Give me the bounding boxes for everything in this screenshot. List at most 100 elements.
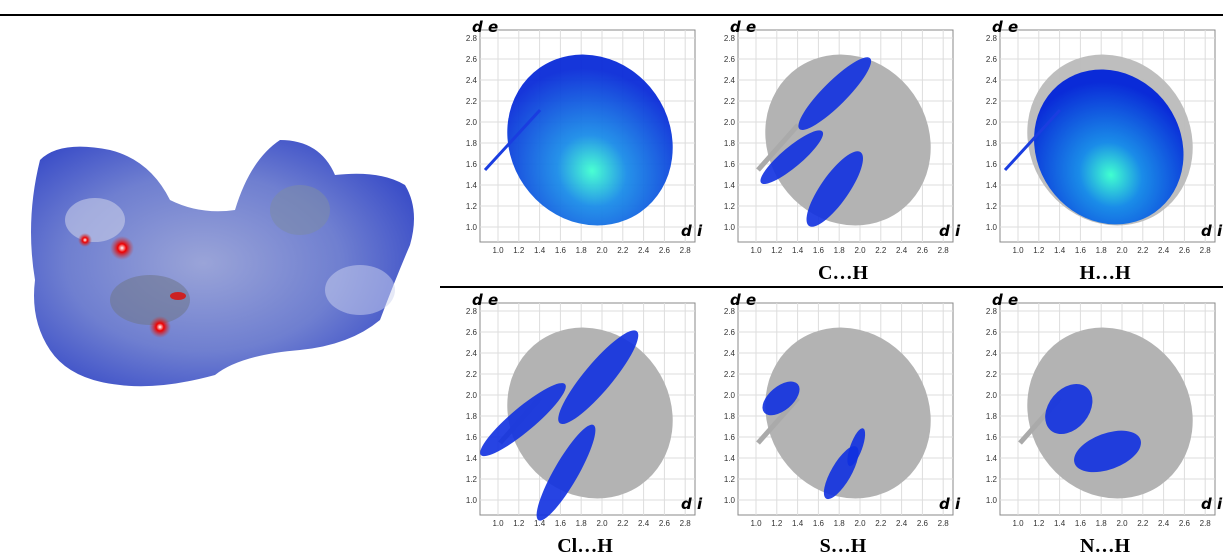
x-tick-label: 2.8: [1200, 246, 1212, 255]
x-tick-label: 1.6: [1075, 519, 1087, 528]
y-tick-label: 1.8: [986, 139, 998, 148]
y-tick-label: 2.0: [466, 391, 478, 400]
x-tick-label: 1.0: [1012, 519, 1024, 528]
x-tick-label: 1.6: [555, 519, 567, 528]
y-tick-label: 1.6: [724, 433, 736, 442]
y-tick-label: 1.8: [466, 139, 478, 148]
y-tick-label: 2.4: [986, 76, 998, 85]
x-tick-label: 1.6: [813, 519, 825, 528]
y-axis-label: d e: [730, 291, 756, 309]
panel-label: H…H: [1079, 262, 1131, 284]
x-tick-label: 2.4: [638, 246, 650, 255]
y-tick-label: 2.0: [724, 391, 736, 400]
x-tick-label: 2.8: [938, 246, 950, 255]
x-tick-label: 1.4: [1054, 519, 1066, 528]
y-tick-label: 2.4: [724, 349, 736, 358]
x-tick-label: 2.8: [680, 246, 692, 255]
x-tick-label: 2.2: [617, 246, 629, 255]
x-tick-label: 2.2: [875, 519, 887, 528]
y-tick-label: 1.2: [724, 202, 736, 211]
x-tick-label: 1.0: [492, 246, 504, 255]
x-axis-label: d i: [681, 495, 703, 513]
x-tick-label: 1.2: [1033, 519, 1045, 528]
x-tick-label: 1.4: [534, 246, 546, 255]
x-tick-label: 1.4: [792, 519, 804, 528]
y-tick-label: 2.6: [466, 328, 478, 337]
y-tick-label: 1.6: [986, 433, 998, 442]
x-tick-label: 2.6: [659, 519, 671, 528]
y-tick-label: 1.6: [724, 160, 736, 169]
y-tick-label: 1.0: [986, 496, 998, 505]
x-tick-label: 2.8: [1200, 519, 1212, 528]
y-tick-label: 2.2: [724, 370, 736, 379]
y-tick-label: 1.2: [466, 202, 478, 211]
x-tick-label: 1.8: [576, 519, 588, 528]
panel-label: N…H: [1080, 535, 1130, 557]
x-tick-label: 2.0: [1116, 519, 1128, 528]
x-tick-label: 2.6: [1179, 519, 1191, 528]
x-tick-label: 1.2: [513, 519, 525, 528]
y-tick-label: 1.2: [724, 475, 736, 484]
x-tick-label: 2.6: [917, 519, 929, 528]
x-tick-label: 1.8: [576, 246, 588, 255]
x-tick-label: 1.8: [1096, 519, 1108, 528]
panel-label: Cl…H: [557, 535, 613, 557]
y-tick-label: 2.2: [466, 370, 478, 379]
fingerprint-plot: 1.01.01.21.21.41.41.61.61.81.82.02.02.22…: [986, 18, 1223, 284]
y-tick-label: 2.6: [986, 328, 998, 337]
fingerprint-plot: 1.01.01.21.21.41.41.61.61.81.82.02.02.22…: [466, 291, 706, 557]
figure: 1.0 1.0 1.2 1.2 1.4 1.4 1.6 1.6 1.8 1.8 2.0 2.0 2.2 2…: [0, 0, 1223, 557]
x-tick-label: 2.4: [1158, 519, 1170, 528]
y-tick-label: 2.0: [466, 118, 478, 127]
y-tick-label: 1.4: [986, 181, 998, 190]
x-tick-label: 1.6: [555, 246, 567, 255]
x-tick-label: 1.6: [813, 246, 825, 255]
y-tick-label: 1.4: [466, 454, 478, 463]
y-tick-label: 2.4: [724, 76, 736, 85]
y-tick-label: 2.2: [466, 97, 478, 106]
x-tick-label: 2.4: [896, 246, 908, 255]
x-tick-label: 2.6: [659, 246, 671, 255]
y-tick-label: 2.0: [724, 118, 736, 127]
x-tick-label: 2.4: [896, 519, 908, 528]
y-axis-label: d e: [992, 291, 1018, 309]
y-tick-label: 1.0: [986, 223, 998, 232]
x-tick-label: 1.0: [492, 519, 504, 528]
x-tick-label: 1.4: [792, 246, 804, 255]
x-tick-label: 1.6: [1075, 246, 1087, 255]
fingerprint-plot: 1.01.01.21.21.41.41.61.61.81.82.02.02.22…: [724, 18, 964, 284]
y-axis-label: d e: [472, 18, 498, 36]
y-tick-label: 2.6: [986, 55, 998, 64]
x-axis-label: d i: [681, 222, 703, 240]
x-tick-label: 1.2: [771, 519, 783, 528]
y-axis-label: d e: [472, 291, 498, 309]
y-tick-label: 1.2: [986, 475, 998, 484]
hirshfeld-surface: [31, 140, 414, 386]
y-tick-label: 1.4: [986, 454, 998, 463]
y-tick-label: 2.2: [986, 370, 998, 379]
x-tick-label: 2.0: [854, 519, 866, 528]
x-axis-label: d i: [939, 222, 961, 240]
y-tick-label: 2.6: [466, 55, 478, 64]
y-tick-label: 2.0: [986, 391, 998, 400]
x-tick-label: 1.0: [750, 246, 762, 255]
y-tick-label: 1.4: [724, 181, 736, 190]
x-tick-label: 2.8: [938, 519, 950, 528]
x-tick-label: 1.0: [750, 519, 762, 528]
y-tick-label: 1.0: [466, 496, 478, 505]
y-axis-label: d e: [992, 18, 1018, 36]
x-tick-label: 1.8: [1096, 246, 1108, 255]
y-tick-label: 1.0: [466, 223, 478, 232]
x-tick-label: 2.2: [1137, 519, 1149, 528]
y-tick-label: 2.6: [724, 55, 736, 64]
y-tick-label: 2.2: [986, 97, 998, 106]
y-tick-label: 2.0: [986, 118, 998, 127]
x-tick-label: 2.6: [917, 246, 929, 255]
fingerprint-plot: 1.01.01.21.21.41.41.61.61.81.82.02.02.22…: [724, 291, 964, 557]
x-tick-label: 1.8: [834, 246, 846, 255]
y-tick-label: 1.6: [466, 433, 478, 442]
y-tick-label: 1.8: [724, 412, 736, 421]
fingerprint-plot: 1.01.01.21.21.41.41.61.61.81.82.02.02.22…: [986, 291, 1223, 557]
x-tick-label: 1.0: [1012, 246, 1024, 255]
y-tick-label: 2.4: [466, 349, 478, 358]
